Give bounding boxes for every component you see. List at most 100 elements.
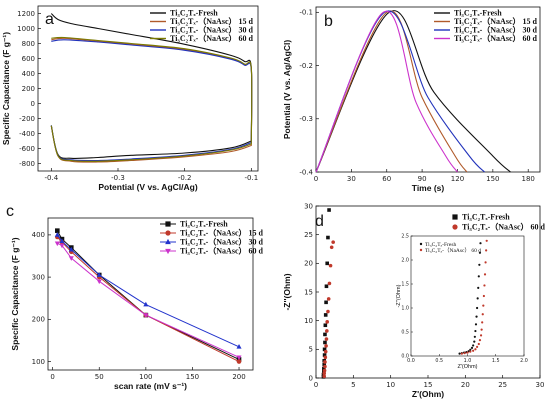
y-tick-label-a: 400 xyxy=(22,70,35,78)
eis-point-1 xyxy=(325,329,329,333)
x-tick-label-d: 20 xyxy=(461,381,470,389)
inset-point-0 xyxy=(476,306,479,310)
inset-x-tick-label: 0.0 xyxy=(407,358,415,364)
inset-point-1 xyxy=(476,345,479,348)
x-tick-label-d: 25 xyxy=(498,381,507,389)
inset-point-1 xyxy=(482,304,485,307)
y-tick-label-d: 5 xyxy=(309,346,313,354)
eis-point-1 xyxy=(325,320,330,324)
eis-point-0 xyxy=(323,332,327,337)
rate-point-3 xyxy=(143,313,149,318)
gcd-curve-3 xyxy=(315,10,458,173)
x-tick-label-d: 5 xyxy=(351,381,355,389)
inset-point-1 xyxy=(481,321,484,324)
x-tick-label-d: 10 xyxy=(386,381,395,389)
inset-point-0 xyxy=(478,251,482,254)
inset-point-0 xyxy=(470,346,474,349)
y-axis-label-c: Specific Capacitance (F g⁻¹) xyxy=(10,237,20,350)
inset-legend-marker xyxy=(419,242,423,246)
x-tick-label-a: -0.2 xyxy=(178,174,192,182)
rate-point-2 xyxy=(59,238,65,244)
inset-legend-label: Ti₃C₂Tₓ-（NaAsc） 60 d xyxy=(425,247,481,254)
y-tick-label-c: 300 xyxy=(32,273,45,281)
panel-label-c: c xyxy=(6,203,14,220)
gcd-curve-1 xyxy=(315,10,468,173)
y-axis-label-d: -Z''(Ohm) xyxy=(282,273,292,310)
inset-point-1 xyxy=(460,352,463,355)
y-tick-label-d: 25 xyxy=(304,231,313,239)
eis-point-1 xyxy=(322,371,327,376)
y-tick-label-a: -400 xyxy=(19,130,35,138)
legend-marker-d xyxy=(452,224,458,230)
inset-y-tick-label: 0.5 xyxy=(401,330,409,336)
inset-point-0 xyxy=(477,275,480,278)
panel-a: -0.4 -0.3 -0.2 -0.1 -800 -600 -400 -200 0 200 400 6… xyxy=(1,5,259,192)
inset-point-0 xyxy=(458,352,461,355)
y-tick-label-d: 10 xyxy=(304,317,313,325)
rate-point-1 xyxy=(236,359,242,364)
eis-point-1 xyxy=(324,344,328,348)
x-tick-label-c: 150 xyxy=(186,373,199,381)
inset-point-0 xyxy=(476,297,479,300)
x-tick-label-b: 150 xyxy=(486,175,499,183)
y-tick-label-b: -0.4 xyxy=(299,168,313,176)
eis-point-1 xyxy=(323,355,328,360)
x-tick-label-b: 180 xyxy=(522,175,535,183)
legend-marker-c xyxy=(165,248,171,255)
plot-frame-b xyxy=(315,6,541,173)
x-tick-label-d: 15 xyxy=(424,381,433,389)
y-tick-label-c: 100 xyxy=(32,358,45,366)
x-tick-label-d: 30 xyxy=(536,381,545,389)
eis-point-0 xyxy=(323,340,327,345)
y-tick-label-a: 800 xyxy=(22,40,35,48)
x-tick-label-b: 0 xyxy=(314,175,318,183)
legend-label-d: Ti₃C₂Tₓ-（NaAsc） 60 d xyxy=(462,222,545,232)
legend-label-a: Ti₃C₂Tₓ-（NaAsc） 30 d xyxy=(170,25,253,35)
panel-b: 0 30 60 90 120 150 180 -0.4 -0.3 -0.2 -0.1 Time (s)… xyxy=(282,6,541,193)
legend-label-c: Ti₃C₂Tₓ-（NaAsc） 30 d xyxy=(180,237,263,247)
eis-point-0 xyxy=(322,363,327,367)
inset-y-tick-label: 2.5 xyxy=(401,234,409,240)
legend-label-d: Ti₃C₂Tₓ-Fresh xyxy=(462,213,510,222)
inset-plot: 0.0 0.5 1.0 1.5 2.0 0.0 0.5 1.0 1.5 2.0 2.5 Z'(Ohm)… xyxy=(396,234,528,370)
y-tick-label-d: 15 xyxy=(304,288,313,296)
y-tick-label-c: 400 xyxy=(32,231,45,239)
eis-point-1 xyxy=(322,374,327,379)
inset-point-1 xyxy=(485,239,488,242)
rate-point-3 xyxy=(236,355,242,361)
legend-marker-d xyxy=(452,214,458,220)
cv-curve-2 xyxy=(50,39,253,162)
eis-point-1 xyxy=(323,349,328,354)
x-axis-label-c: scan rate (mV s⁻¹) xyxy=(114,381,187,391)
plot-frame-c xyxy=(47,217,254,371)
eis-point-1 xyxy=(323,360,327,364)
eis-point-0 xyxy=(325,261,329,266)
x-tick-label-b: 30 xyxy=(347,175,356,183)
eis-point-0 xyxy=(322,353,327,357)
eis-point-1 xyxy=(328,263,333,268)
inset-point-1 xyxy=(483,284,486,287)
inset-point-1 xyxy=(485,249,488,252)
inset-point-0 xyxy=(473,335,476,338)
y-tick-label-b: -0.3 xyxy=(299,115,313,123)
inset-point-1 xyxy=(484,261,487,264)
x-tick-label-c: 50 xyxy=(95,373,104,381)
x-tick-label-c: 200 xyxy=(232,373,245,381)
rate-point-3 xyxy=(54,241,60,247)
inset-point-0 xyxy=(473,340,476,343)
eis-point-0 xyxy=(327,208,331,212)
y-tick-label-b: -0.1 xyxy=(299,9,313,17)
inset-y-tick-label: 1.5 xyxy=(401,282,409,288)
inset-y-axis-label: -Z''(Ohm) xyxy=(396,284,402,307)
inset-x-axis-label: Z'(Ohm) xyxy=(458,364,478,370)
x-tick-label-b: 60 xyxy=(382,175,391,183)
gcd-curve-0 xyxy=(315,10,511,173)
rate-point-2 xyxy=(68,246,74,252)
y-tick-label-a: -600 xyxy=(19,145,35,153)
eis-point-0 xyxy=(322,347,327,352)
y-tick-label-d: 0 xyxy=(309,374,313,382)
x-axis-label-d: Z'(Ohm) xyxy=(412,389,444,399)
inset-point-1 xyxy=(478,339,482,342)
